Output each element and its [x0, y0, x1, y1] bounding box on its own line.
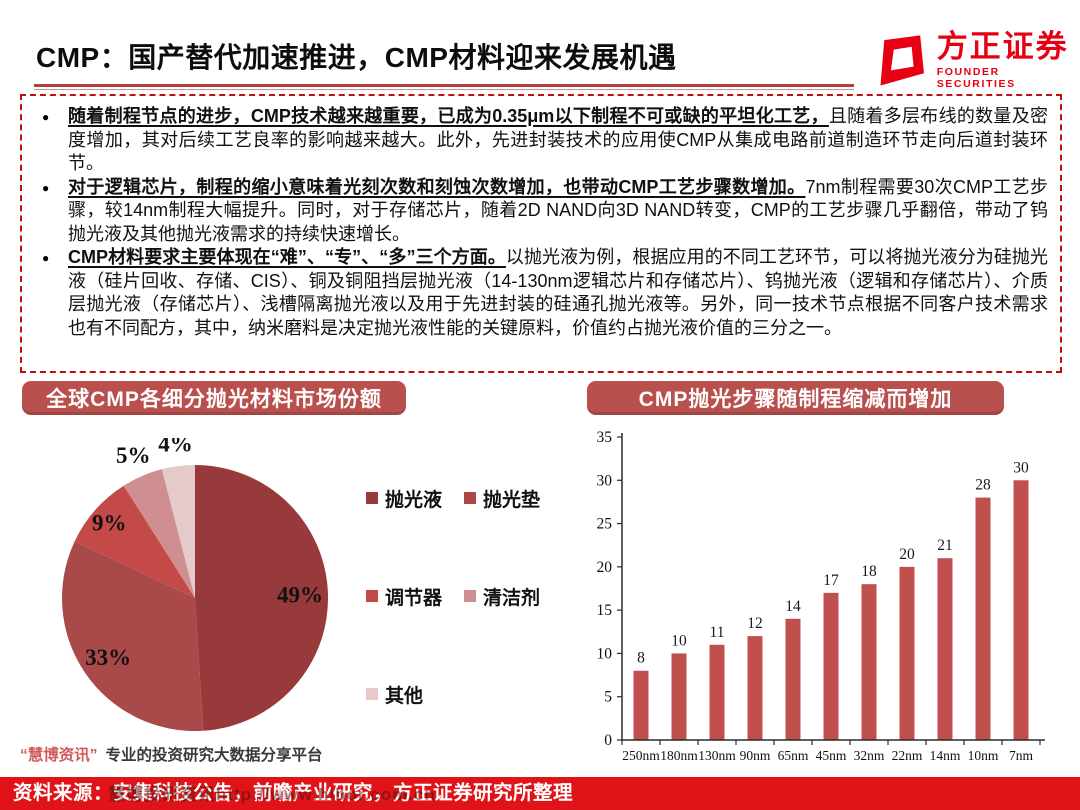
- x-category-label: 32nm: [854, 748, 885, 763]
- x-category-label: 14nm: [930, 748, 961, 763]
- key-points-box: 随着制程节点的进步，CMP技术越来越重要，已成为0.35μm以下制程不可或缺的平…: [20, 94, 1062, 373]
- bar-value-label: 12: [747, 615, 763, 632]
- y-tick-label: 5: [604, 689, 612, 706]
- bar-32nm: [861, 584, 877, 740]
- legend-label: 抛光液: [385, 489, 443, 511]
- y-tick-label: 15: [597, 602, 613, 619]
- pie-slice-清洁剂: [123, 469, 195, 598]
- x-category-label: 45nm: [816, 748, 847, 763]
- y-tick-label: 10: [597, 645, 613, 662]
- page-title: CMP：国产替代加速推进，CMP材料迎来发展机遇: [36, 42, 677, 73]
- logo-cn-label: 方正证券: [936, 29, 1069, 64]
- source-text: 资料来源：安集科技公告，前瞻产业研究，方正证券研究所整理: [13, 782, 574, 804]
- bullet-item-2: 对于逻辑芯片，制程的缩小意味着光刻次数和刻蚀次数增加，也带动CMP工艺步骤数增加…: [42, 176, 1048, 247]
- pie-slice-抛光垫: [62, 541, 204, 732]
- y-tick-label: 25: [597, 516, 613, 533]
- bar-180nm: [671, 653, 687, 740]
- bullet-lead: 随着制程节点的进步，CMP技术越来越重要，已成为0.35μm以下制程不可或缺的平…: [68, 106, 829, 126]
- founder-logo-icon: [880, 35, 924, 86]
- bullet-lead: CMP材料要求主要体现在“难”、“专”、“多”三个方面。: [68, 247, 506, 267]
- pie-slice-调节器: [74, 485, 195, 598]
- pie-slice-抛光液: [195, 465, 329, 731]
- bar-45nm: [823, 592, 839, 740]
- legend-label: 抛光垫: [483, 489, 541, 511]
- pie-chart: 49% 33% 9% 5% 4%: [62, 438, 329, 732]
- bar-7nm: [1013, 480, 1029, 740]
- pie-slice-其他: [161, 465, 195, 598]
- legend-swatch: [366, 590, 378, 602]
- legend-item-调节器: 调节器: [366, 585, 464, 609]
- x-category-label: 130nm: [698, 748, 736, 763]
- pie-label: 4%: [158, 438, 193, 457]
- x-category-label: 22nm: [892, 748, 923, 763]
- logo-en-label: FOUNDER SECURITIES: [936, 66, 1016, 91]
- y-tick-label: 35: [597, 429, 613, 446]
- bar-130nm: [709, 644, 725, 740]
- bar-22nm: [899, 566, 915, 740]
- bar-value-label: 14: [785, 598, 801, 615]
- logo-text: 方正证券 FOUNDER SECURITIES: [936, 29, 1080, 91]
- bullet-item-1: 随着制程节点的进步，CMP技术越来越重要，已成为0.35μm以下制程不可或缺的平…: [42, 105, 1049, 176]
- title-underline: [34, 84, 854, 90]
- source-footer: 资料来源：安集科技公告，前瞻产业研究，方正证券研究所整理 慧博投研资讯http:…: [0, 777, 1080, 810]
- bar-value-label: 28: [975, 477, 991, 494]
- bullet-body: 7nm制程需要30次CMP工艺步骤，较14nm制程大幅提升。同时，对于存储芯片，…: [68, 176, 1048, 244]
- legend-swatch: [366, 492, 378, 504]
- bar-value-label: 30: [1013, 459, 1029, 476]
- pie-label: 5%: [116, 443, 151, 468]
- watermark-tagline: 专业的投资研究大数据分享平台: [105, 747, 323, 764]
- hibor-watermark-overlay: 慧博投研资讯http://www.hibor.com.cn: [108, 785, 436, 804]
- huibo-watermark: “慧博资讯” 专业的投资研究大数据分享平台: [20, 743, 323, 765]
- bar-90nm: [747, 636, 763, 740]
- bar-value-label: 8: [637, 650, 645, 667]
- x-category-label: 90nm: [740, 748, 771, 763]
- y-tick-label: 20: [597, 559, 613, 576]
- pie-section-title: 全球CMP各细分抛光材料市场份额: [22, 381, 406, 415]
- bar-value-label: 18: [861, 563, 877, 580]
- y-tick-label: 0: [604, 732, 612, 749]
- bar-value-label: 11: [710, 624, 725, 641]
- bar-value-label: 10: [671, 632, 687, 649]
- bar-value-label: 21: [937, 537, 953, 554]
- bar-250nm: [633, 670, 649, 740]
- pie-label: 49%: [277, 583, 323, 608]
- legend-item-清洁剂: 清洁剂: [464, 585, 562, 609]
- legend-label: 清洁剂: [483, 587, 541, 609]
- pie-legend: 抛光液 抛光垫调节器 清洁剂其他: [366, 487, 562, 707]
- legend-swatch: [366, 688, 378, 700]
- bar-65nm: [785, 618, 801, 740]
- bar-chart: 0 5 10 15 20 25 30 35 8 250nm 10 180nm 11 130nm 12 90nm…: [597, 429, 1045, 763]
- legend-swatch: [464, 492, 476, 504]
- x-category-label: 250nm: [622, 748, 660, 763]
- x-category-label: 180nm: [660, 748, 698, 763]
- pie-label: 33%: [85, 645, 131, 670]
- founder-securities-logo: 方正证券 FOUNDER SECURITIES: [872, 29, 1080, 91]
- bullet-lead: 对于逻辑芯片，制程的缩小意味着光刻次数和刻蚀次数增加，也带动CMP工艺步骤数增加…: [68, 176, 806, 197]
- x-category-label: 7nm: [1009, 748, 1034, 763]
- pie-label: 9%: [92, 510, 127, 535]
- bar-value-label: 20: [899, 546, 915, 563]
- legend-label: 调节器: [385, 587, 443, 609]
- bar-section-title: CMP抛光步骤随制程缩减而增加: [587, 381, 1004, 415]
- x-category-label: 10nm: [968, 748, 999, 763]
- legend-item-其他: 其他: [366, 683, 464, 707]
- bar-value-label: 17: [823, 572, 839, 589]
- legend-swatch: [464, 590, 476, 602]
- x-category-label: 65nm: [778, 748, 809, 763]
- bar-10nm: [975, 497, 991, 740]
- legend-item-抛光垫: 抛光垫: [464, 487, 562, 511]
- y-tick-label: 30: [597, 472, 613, 489]
- legend-label: 其他: [385, 685, 424, 707]
- watermark-brand: “慧博资讯”: [20, 747, 98, 764]
- bullet-body: 且随着多层布线的数量及密度增加，其对后续工艺良率的影响越来越大。此外，先进封装技…: [68, 106, 1049, 173]
- legend-item-抛光液: 抛光液: [366, 487, 464, 511]
- bullet-body: 以抛光液为例，根据应用的不同工艺环节，可以将抛光液分为硅抛光液（硅片回收、存储、…: [68, 247, 1048, 338]
- bullet-item-3: CMP材料要求主要体现在“难”、“专”、“多”三个方面。以抛光液为例，根据应用的…: [42, 246, 1048, 340]
- bar-14nm: [937, 558, 953, 740]
